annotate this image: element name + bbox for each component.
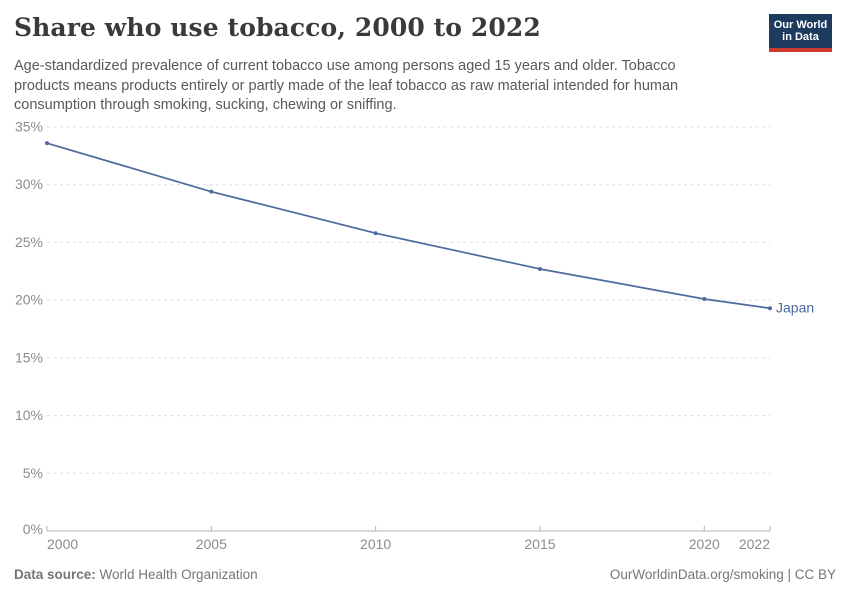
x-tick-label: 2020 xyxy=(689,536,720,552)
x-tick-label: 2000 xyxy=(47,536,78,552)
data-point-2015 xyxy=(537,266,542,271)
data-point-2005 xyxy=(209,189,214,194)
data-line xyxy=(46,142,771,310)
data-point-2020 xyxy=(702,296,707,301)
x-tick-label: 2005 xyxy=(196,536,227,552)
y-tick-label: 5% xyxy=(23,465,43,481)
y-tick-label: 25% xyxy=(15,234,43,250)
data-point-2010 xyxy=(373,231,378,236)
chart-subtitle: Age-standardized prevalence of current t… xyxy=(14,58,679,113)
y-tick-label: 10% xyxy=(15,407,43,423)
page-title: Share who use tobacco, 2000 to 2022 xyxy=(14,13,541,42)
x-tick-label: 2010 xyxy=(360,536,391,552)
x-tick-label: 2015 xyxy=(524,536,555,552)
y-tick-label: 0% xyxy=(23,521,43,537)
credit-link[interactable]: OurWorldinData.org/smoking | CC BY xyxy=(609,567,836,582)
owid-logo-line1: Our World xyxy=(773,18,828,31)
y-tick-label: 20% xyxy=(15,292,43,308)
data-source-value: World Health Organization xyxy=(95,567,258,582)
y-tick-label: 15% xyxy=(15,349,43,365)
data-source-note: Data source: World Health Organization xyxy=(14,567,258,582)
x-tick-label: 2022 xyxy=(739,536,770,552)
y-tick-label: 30% xyxy=(15,176,43,192)
data-point-2000 xyxy=(45,141,49,146)
owid-logo-line2: in Data xyxy=(782,31,819,43)
data-point-2022 xyxy=(768,306,772,311)
y-tick-label: 35% xyxy=(15,119,43,135)
entity-label: Japan xyxy=(776,300,814,316)
owid-logo[interactable]: Our World in Data xyxy=(769,14,832,52)
data-source-label: Data source: xyxy=(14,567,96,582)
